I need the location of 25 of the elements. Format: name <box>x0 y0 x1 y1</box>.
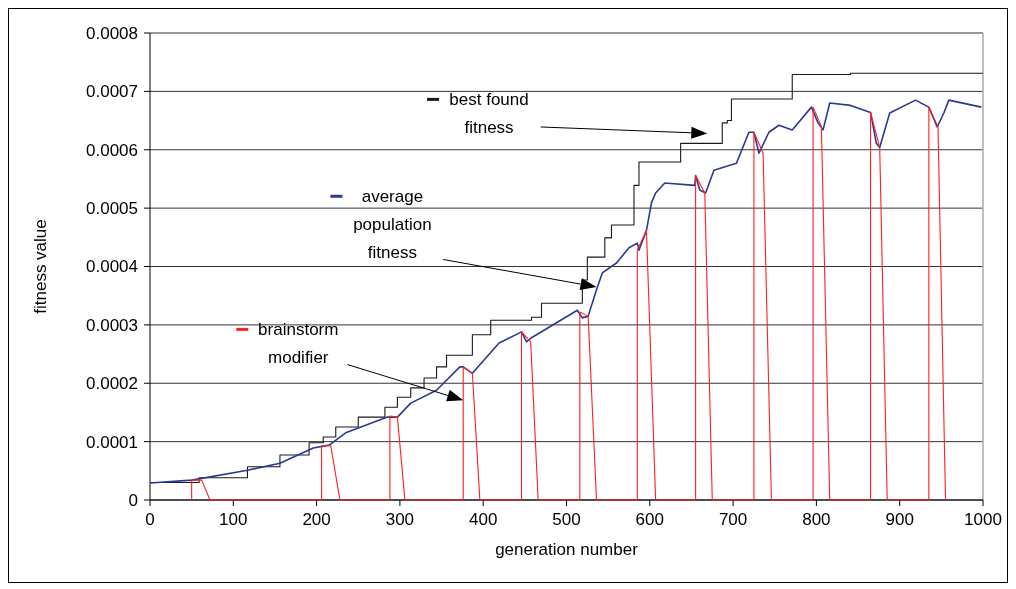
y-tick-label: 0.0001 <box>86 432 138 452</box>
x-tick-label: 1000 <box>964 510 1002 529</box>
y-tick-label: 0.0006 <box>86 140 138 160</box>
x-tick-label: 600 <box>635 510 664 529</box>
y-tick-label: 0.0003 <box>86 315 138 335</box>
x-tick-label: 500 <box>552 510 581 529</box>
x-axis-title: generation number <box>495 540 639 559</box>
y-tick-label: 0 <box>128 490 138 510</box>
x-tick-label: 900 <box>885 510 914 529</box>
y-tick-label: 0.0007 <box>86 82 138 102</box>
x-tick-label: 300 <box>385 510 415 529</box>
x-tick-label: 800 <box>802 510 831 529</box>
y-tick-label: 0.0002 <box>86 374 138 394</box>
y-tick-label: 0.0005 <box>86 199 138 219</box>
y-tick-label: 0.0008 <box>86 23 138 43</box>
legend-label: average population fitness <box>353 187 432 263</box>
legend-label: best found fitness <box>449 90 529 138</box>
x-tick-label: 100 <box>219 510 248 529</box>
y-tick-label: 0.0004 <box>86 257 138 277</box>
x-tick-label: 200 <box>302 510 331 529</box>
legend-label: brainstorm modifier <box>258 320 339 368</box>
x-tick-label: 400 <box>469 510 498 529</box>
x-tick-label: 700 <box>718 510 748 529</box>
y-axis-title: fitness value <box>31 219 50 314</box>
x-tick-label: 0 <box>145 510 155 529</box>
